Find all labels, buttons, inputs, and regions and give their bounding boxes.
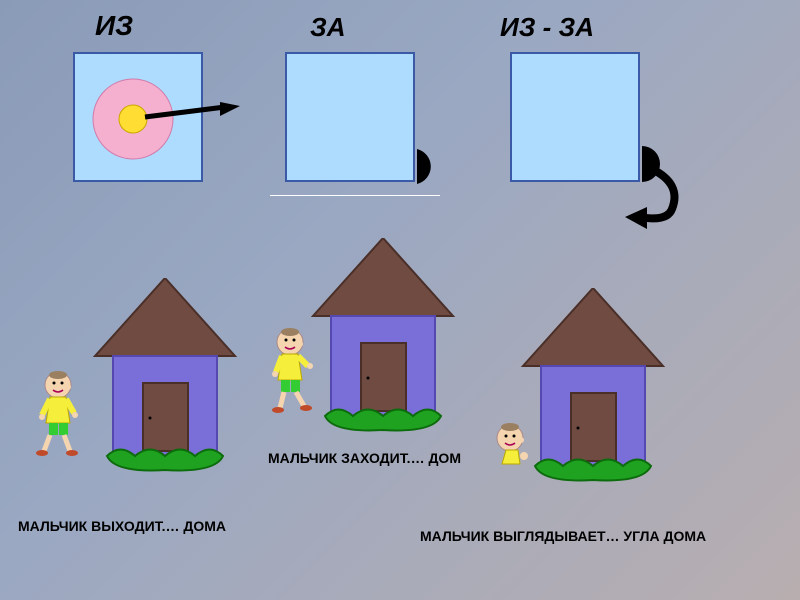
- heading-za: ЗА: [310, 12, 345, 43]
- house-1: [95, 278, 235, 470]
- caption-3: МАЛЬЧИК ВЫГЛЯДЫВАЕТ… УГЛА ДОМА: [420, 528, 706, 544]
- scene-house-2: [268, 238, 488, 448]
- box-za-graphic: [287, 54, 447, 194]
- caption-1: МАЛЬЧИК ВЫХОДИТ.… ДОМА: [18, 518, 226, 534]
- heading-iz: ИЗ: [95, 10, 133, 42]
- house-3: [523, 288, 663, 480]
- boy-1: [36, 371, 78, 456]
- box-iz-graphic: [75, 54, 255, 184]
- box-iz-za-graphic: [512, 54, 702, 234]
- box-iz: [73, 52, 203, 182]
- scene-house-3: [478, 288, 698, 498]
- caption-2: МАЛЬЧИК ЗАХОДИТ.… ДОМ: [268, 450, 461, 466]
- box-za: [285, 52, 415, 182]
- scene-house-1: [30, 278, 260, 488]
- box-iz-za: [510, 52, 640, 182]
- boy-2: [272, 328, 313, 413]
- boy-3-peek: [497, 423, 528, 464]
- house-2: [313, 238, 453, 430]
- underline-za: [270, 195, 440, 196]
- heading-iz-za: ИЗ - ЗА: [500, 12, 594, 43]
